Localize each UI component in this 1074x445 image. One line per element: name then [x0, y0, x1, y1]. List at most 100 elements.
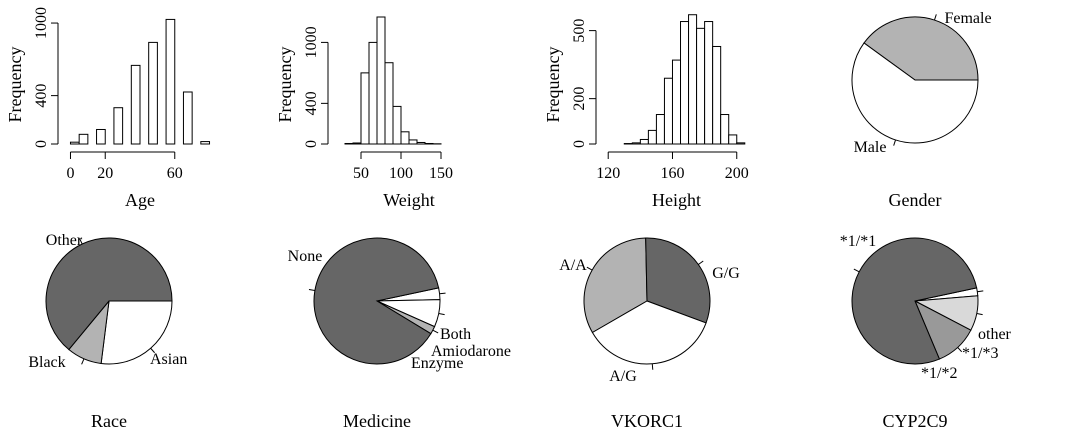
y-axis-title: Frequency — [5, 47, 25, 123]
histogram-bar — [631, 142, 641, 145]
pie-leader-line — [893, 139, 897, 146]
pie-leader-line — [81, 358, 85, 365]
x-tick-label: 120 — [596, 165, 620, 182]
histogram-bar — [704, 21, 714, 145]
pie-label: Enzyme — [411, 355, 463, 372]
pie-leader-line — [79, 238, 83, 245]
y-tick-label: 400 — [303, 91, 320, 115]
histogram-bar — [165, 18, 176, 145]
pie-slice — [313, 237, 440, 365]
y-tick-label: 1000 — [33, 7, 50, 39]
pie-label: Amiodarone — [431, 343, 511, 360]
pie-label: *1/*2 — [921, 365, 957, 382]
pie-leader-line — [308, 288, 315, 291]
pie-leader-line — [439, 292, 446, 295]
y-tick-label: 0 — [571, 140, 588, 148]
pie-race: Asian Black Other Race — [28, 232, 187, 431]
x-tick-label: 50 — [353, 165, 369, 182]
pie-label: *1/*1 — [840, 233, 876, 250]
pie-slice — [100, 300, 173, 365]
y-tick-label: 0 — [303, 140, 320, 148]
y-axis-title: Frequency — [275, 47, 295, 123]
pie-leader-line — [933, 14, 937, 21]
histogram-bar — [200, 141, 211, 145]
histogram-bar — [400, 131, 410, 145]
y-tick-label: 500 — [571, 19, 588, 43]
pie-label: G/G — [712, 265, 740, 282]
x-tick-label: 20 — [97, 165, 113, 182]
pie-label: A/G — [609, 368, 637, 385]
pie-title: Race — [91, 411, 127, 431]
histogram-bar — [736, 142, 746, 145]
histogram-bar — [647, 129, 657, 145]
histogram-bar — [352, 142, 362, 145]
histogram-bar — [130, 64, 141, 145]
pie-slice — [45, 237, 173, 351]
pie-label: Female — [944, 10, 991, 27]
pie-title: VKORC1 — [611, 411, 683, 431]
histogram-bar — [671, 59, 682, 145]
histogram-bar — [392, 105, 402, 145]
pie-label: Asian — [150, 351, 187, 368]
pie-title: Gender — [889, 190, 942, 210]
pie-leader-line — [977, 290, 984, 293]
histogram-bar — [360, 72, 370, 145]
histogram-bar — [376, 16, 386, 145]
histogram-bar — [368, 41, 378, 145]
pie-label: Other — [46, 232, 83, 249]
x-axis-title: Age — [125, 190, 155, 210]
pie-leader-line — [698, 260, 704, 265]
pie-vkorc1: A/A G/G A/G VKORC1 — [559, 237, 740, 431]
x-axis-title: Height — [652, 190, 701, 210]
x-tick-label: 100 — [389, 165, 413, 182]
histogram-bar — [408, 139, 418, 145]
y-axis-title: Frequency — [543, 47, 563, 123]
histogram-bar — [384, 62, 394, 145]
histogram-bar — [78, 133, 89, 145]
x-tick-label: 0 — [66, 165, 74, 182]
histogram-bar — [655, 114, 665, 145]
pie-cyp2c9: other *1/*3 *1/*2 *1/*1 CYP2C9 — [840, 233, 1012, 431]
pie-leader-line — [853, 268, 860, 273]
pie-leader-line — [651, 363, 654, 370]
histogram-bar — [680, 21, 690, 145]
histogram-bar — [720, 114, 730, 145]
histogram-bar — [424, 142, 434, 145]
pie-slice — [851, 237, 978, 365]
y-tick-label: 400 — [33, 84, 50, 108]
x-tick-label: 150 — [429, 165, 453, 182]
histogram-bar — [148, 41, 158, 145]
histogram-bar — [728, 134, 738, 145]
pie-leader-line — [976, 312, 983, 316]
pie-slice — [645, 237, 711, 324]
histogram-bar — [712, 45, 722, 145]
pie-label: A/A — [559, 257, 587, 274]
pie-label: Male — [854, 139, 887, 156]
pie-label: None — [288, 248, 323, 265]
histogram-bar — [688, 14, 698, 145]
pie-leader-line — [150, 347, 156, 354]
histogram-bar — [696, 27, 706, 145]
pie-label: Both — [440, 326, 471, 343]
histogram-bar — [96, 128, 106, 145]
histogram-age: 0 20 60 0 400 1000 Age Frequency — [5, 7, 211, 210]
y-tick-label: 1000 — [303, 26, 320, 58]
pie-slice — [863, 16, 979, 81]
histogram-weight: 50 100 150 0 400 1000 Weight Frequency — [275, 16, 453, 210]
histogram-bar — [113, 107, 124, 145]
y-tick-label: 200 — [571, 87, 588, 111]
pie-leader-line — [432, 329, 439, 334]
histogram-bar — [639, 138, 649, 145]
x-tick-label: 60 — [167, 165, 183, 182]
pie-leader-line — [957, 347, 963, 353]
histogram-bar — [416, 141, 426, 145]
histogram-bar — [182, 91, 193, 145]
x-tick-label: 200 — [725, 165, 749, 182]
histogram-bar — [344, 142, 354, 145]
y-tick-label: 0 — [33, 140, 50, 148]
pie-label: Black — [28, 354, 65, 371]
pie-title: CYP2C9 — [882, 411, 947, 431]
histogram-height: 120 160 200 0 200 500 Height Frequency — [543, 14, 749, 210]
